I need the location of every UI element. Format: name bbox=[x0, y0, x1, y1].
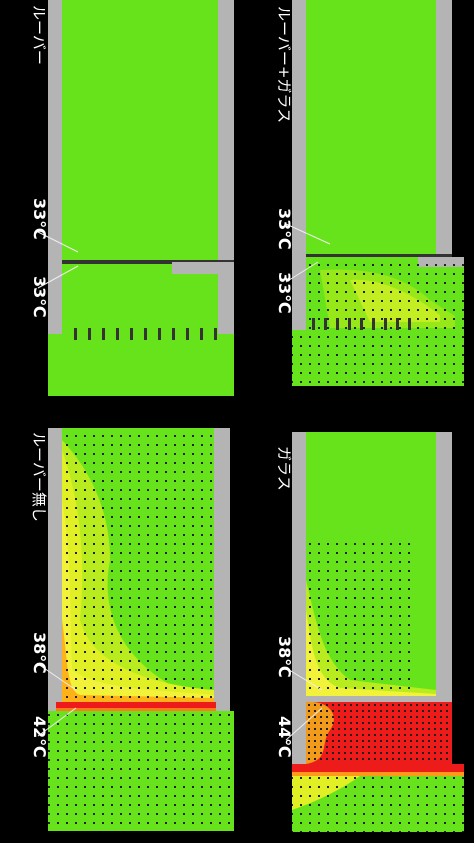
temp-label-louver-glass-2: 33℃ bbox=[275, 272, 294, 314]
wall-right bbox=[214, 428, 230, 713]
temp-label-glass-2: 44℃ bbox=[275, 716, 294, 758]
wall-right bbox=[436, 0, 452, 330]
outdoor-vectors bbox=[292, 330, 464, 386]
outdoor-field bbox=[48, 334, 234, 396]
panel-glass bbox=[285, 432, 464, 832]
temp-leader-lines bbox=[37, 663, 77, 737]
slab bbox=[306, 254, 452, 257]
caption-louver: ルーバー bbox=[30, 5, 48, 65]
panel-louver-glass bbox=[285, 0, 464, 386]
lower-slab-hot bbox=[292, 764, 464, 772]
wall-left bbox=[48, 428, 62, 713]
temp-leader-lines bbox=[285, 667, 323, 741]
wall-left bbox=[292, 0, 306, 330]
wall-right-upper bbox=[218, 0, 234, 275]
room-field-upper bbox=[306, 0, 436, 254]
cavity-vectors bbox=[306, 702, 452, 764]
wall-left bbox=[292, 432, 306, 770]
slab bbox=[300, 696, 452, 702]
wall-right-lower bbox=[218, 274, 234, 336]
temp-leader-lines bbox=[37, 231, 79, 289]
louver-slats bbox=[312, 318, 411, 330]
caption-glass: ガラス bbox=[275, 446, 293, 491]
panel-louver bbox=[37, 0, 234, 396]
temp-label-louver-2: 33℃ bbox=[30, 276, 49, 318]
panel-no-louver bbox=[37, 428, 234, 831]
slab-hot-edge bbox=[56, 708, 216, 711]
vector-field-upper bbox=[306, 540, 416, 696]
temp-label-louver-1: 33℃ bbox=[30, 198, 49, 240]
vector-field bbox=[62, 428, 214, 702]
room-field-lower bbox=[62, 264, 218, 334]
louver-slats bbox=[74, 328, 217, 340]
wall-left bbox=[48, 0, 62, 350]
temp-leader-lines bbox=[285, 223, 331, 283]
outdoor-vectors bbox=[292, 776, 464, 832]
temp-label-no-louver-2: 42℃ bbox=[30, 716, 49, 758]
lower-slab-orange bbox=[292, 772, 464, 776]
ledge bbox=[172, 262, 234, 274]
caption-no-louver: ルーバー無し bbox=[30, 432, 48, 522]
slab-hot bbox=[56, 702, 216, 708]
temp-label-glass-1: 38℃ bbox=[275, 636, 294, 678]
slab bbox=[62, 260, 234, 264]
outdoor-vectors bbox=[48, 711, 234, 831]
temp-label-no-louver-1: 38℃ bbox=[30, 632, 49, 674]
temp-label-louver-glass-1: 33℃ bbox=[275, 208, 294, 250]
room-field-upper bbox=[62, 0, 218, 262]
caption-louver-glass: ルーバー+ガラス bbox=[275, 6, 293, 123]
wall-right bbox=[436, 432, 452, 696]
